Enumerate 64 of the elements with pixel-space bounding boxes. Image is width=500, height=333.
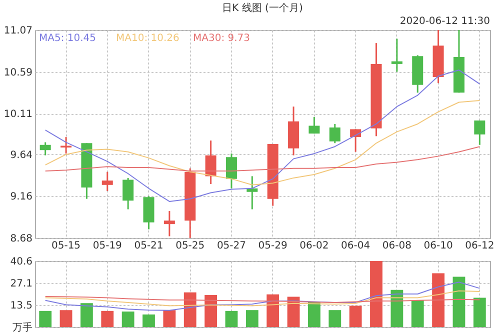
candlestick <box>164 210 175 238</box>
candlestick <box>122 177 134 210</box>
bar <box>163 310 176 327</box>
bar <box>246 310 258 327</box>
bar <box>452 276 466 327</box>
y-tick-label: 11.07 <box>4 26 32 36</box>
text: MA5: 10.45 <box>39 33 96 44</box>
candlestick <box>102 171 113 192</box>
line-series <box>44 100 480 186</box>
line-series <box>44 282 480 311</box>
bar <box>39 310 52 327</box>
x-tick-label: 05-27 <box>216 240 246 252</box>
text: MA10: 10.26 <box>116 33 180 44</box>
x-tick-label: 05-19 <box>92 240 122 252</box>
y-tick-label: 40.6 <box>10 256 32 268</box>
x-tick-label: 06-02 <box>300 240 329 252</box>
x-tick-label: 06-04 <box>341 240 370 252</box>
bar <box>308 302 320 327</box>
bar <box>101 310 114 327</box>
chart-title: 日K 线图 (一个月) <box>222 2 303 14</box>
bar <box>370 261 382 327</box>
bar <box>122 312 134 327</box>
text: MA30: 9.73 <box>193 33 250 44</box>
x-tick-label: 05-21 <box>134 240 164 252</box>
y-tick-label: 10.59 <box>4 67 32 78</box>
line-series <box>44 296 480 303</box>
x-tick-label: 06-08 <box>382 240 412 252</box>
line-series <box>44 290 480 306</box>
y-tick-label: 8.68 <box>10 234 32 244</box>
x-tick-label: 06-10 <box>424 240 453 252</box>
bar <box>390 290 404 327</box>
candlestick <box>391 38 402 73</box>
y-tick-label: 13.5 <box>10 300 32 312</box>
candlestick <box>60 136 72 154</box>
bar <box>204 294 217 327</box>
candlestick <box>246 175 258 210</box>
x-tick-label: 05-25 <box>176 240 205 252</box>
bar <box>473 298 486 327</box>
bar <box>80 303 93 327</box>
candlestick <box>350 128 362 153</box>
y-tick-label: 10.11 <box>4 109 32 120</box>
y-tick-label: 9.64 <box>10 150 32 161</box>
bar <box>328 310 342 327</box>
bar <box>266 294 280 327</box>
candlestick <box>329 123 340 144</box>
x-tick-label: 05-29 <box>258 240 288 252</box>
candlestick <box>308 116 320 134</box>
y-tick-label: 万手 <box>12 322 32 333</box>
bar <box>411 300 424 327</box>
bar <box>432 273 444 327</box>
candlestick <box>474 120 486 146</box>
candlestick <box>226 152 237 190</box>
bar <box>349 306 362 327</box>
x-tick-label: 06-12 <box>465 240 494 252</box>
y-tick-label: 9.16 <box>10 192 32 203</box>
bar <box>142 314 155 327</box>
y-tick-label: 27.1 <box>10 278 32 290</box>
candlestick <box>40 142 51 156</box>
bar <box>60 310 72 327</box>
x-tick-label: 05-15 <box>51 240 81 252</box>
line-series <box>44 70 480 202</box>
bar <box>184 292 196 327</box>
bar <box>225 310 238 327</box>
text: 2020-06-12 11:30 <box>400 16 490 27</box>
